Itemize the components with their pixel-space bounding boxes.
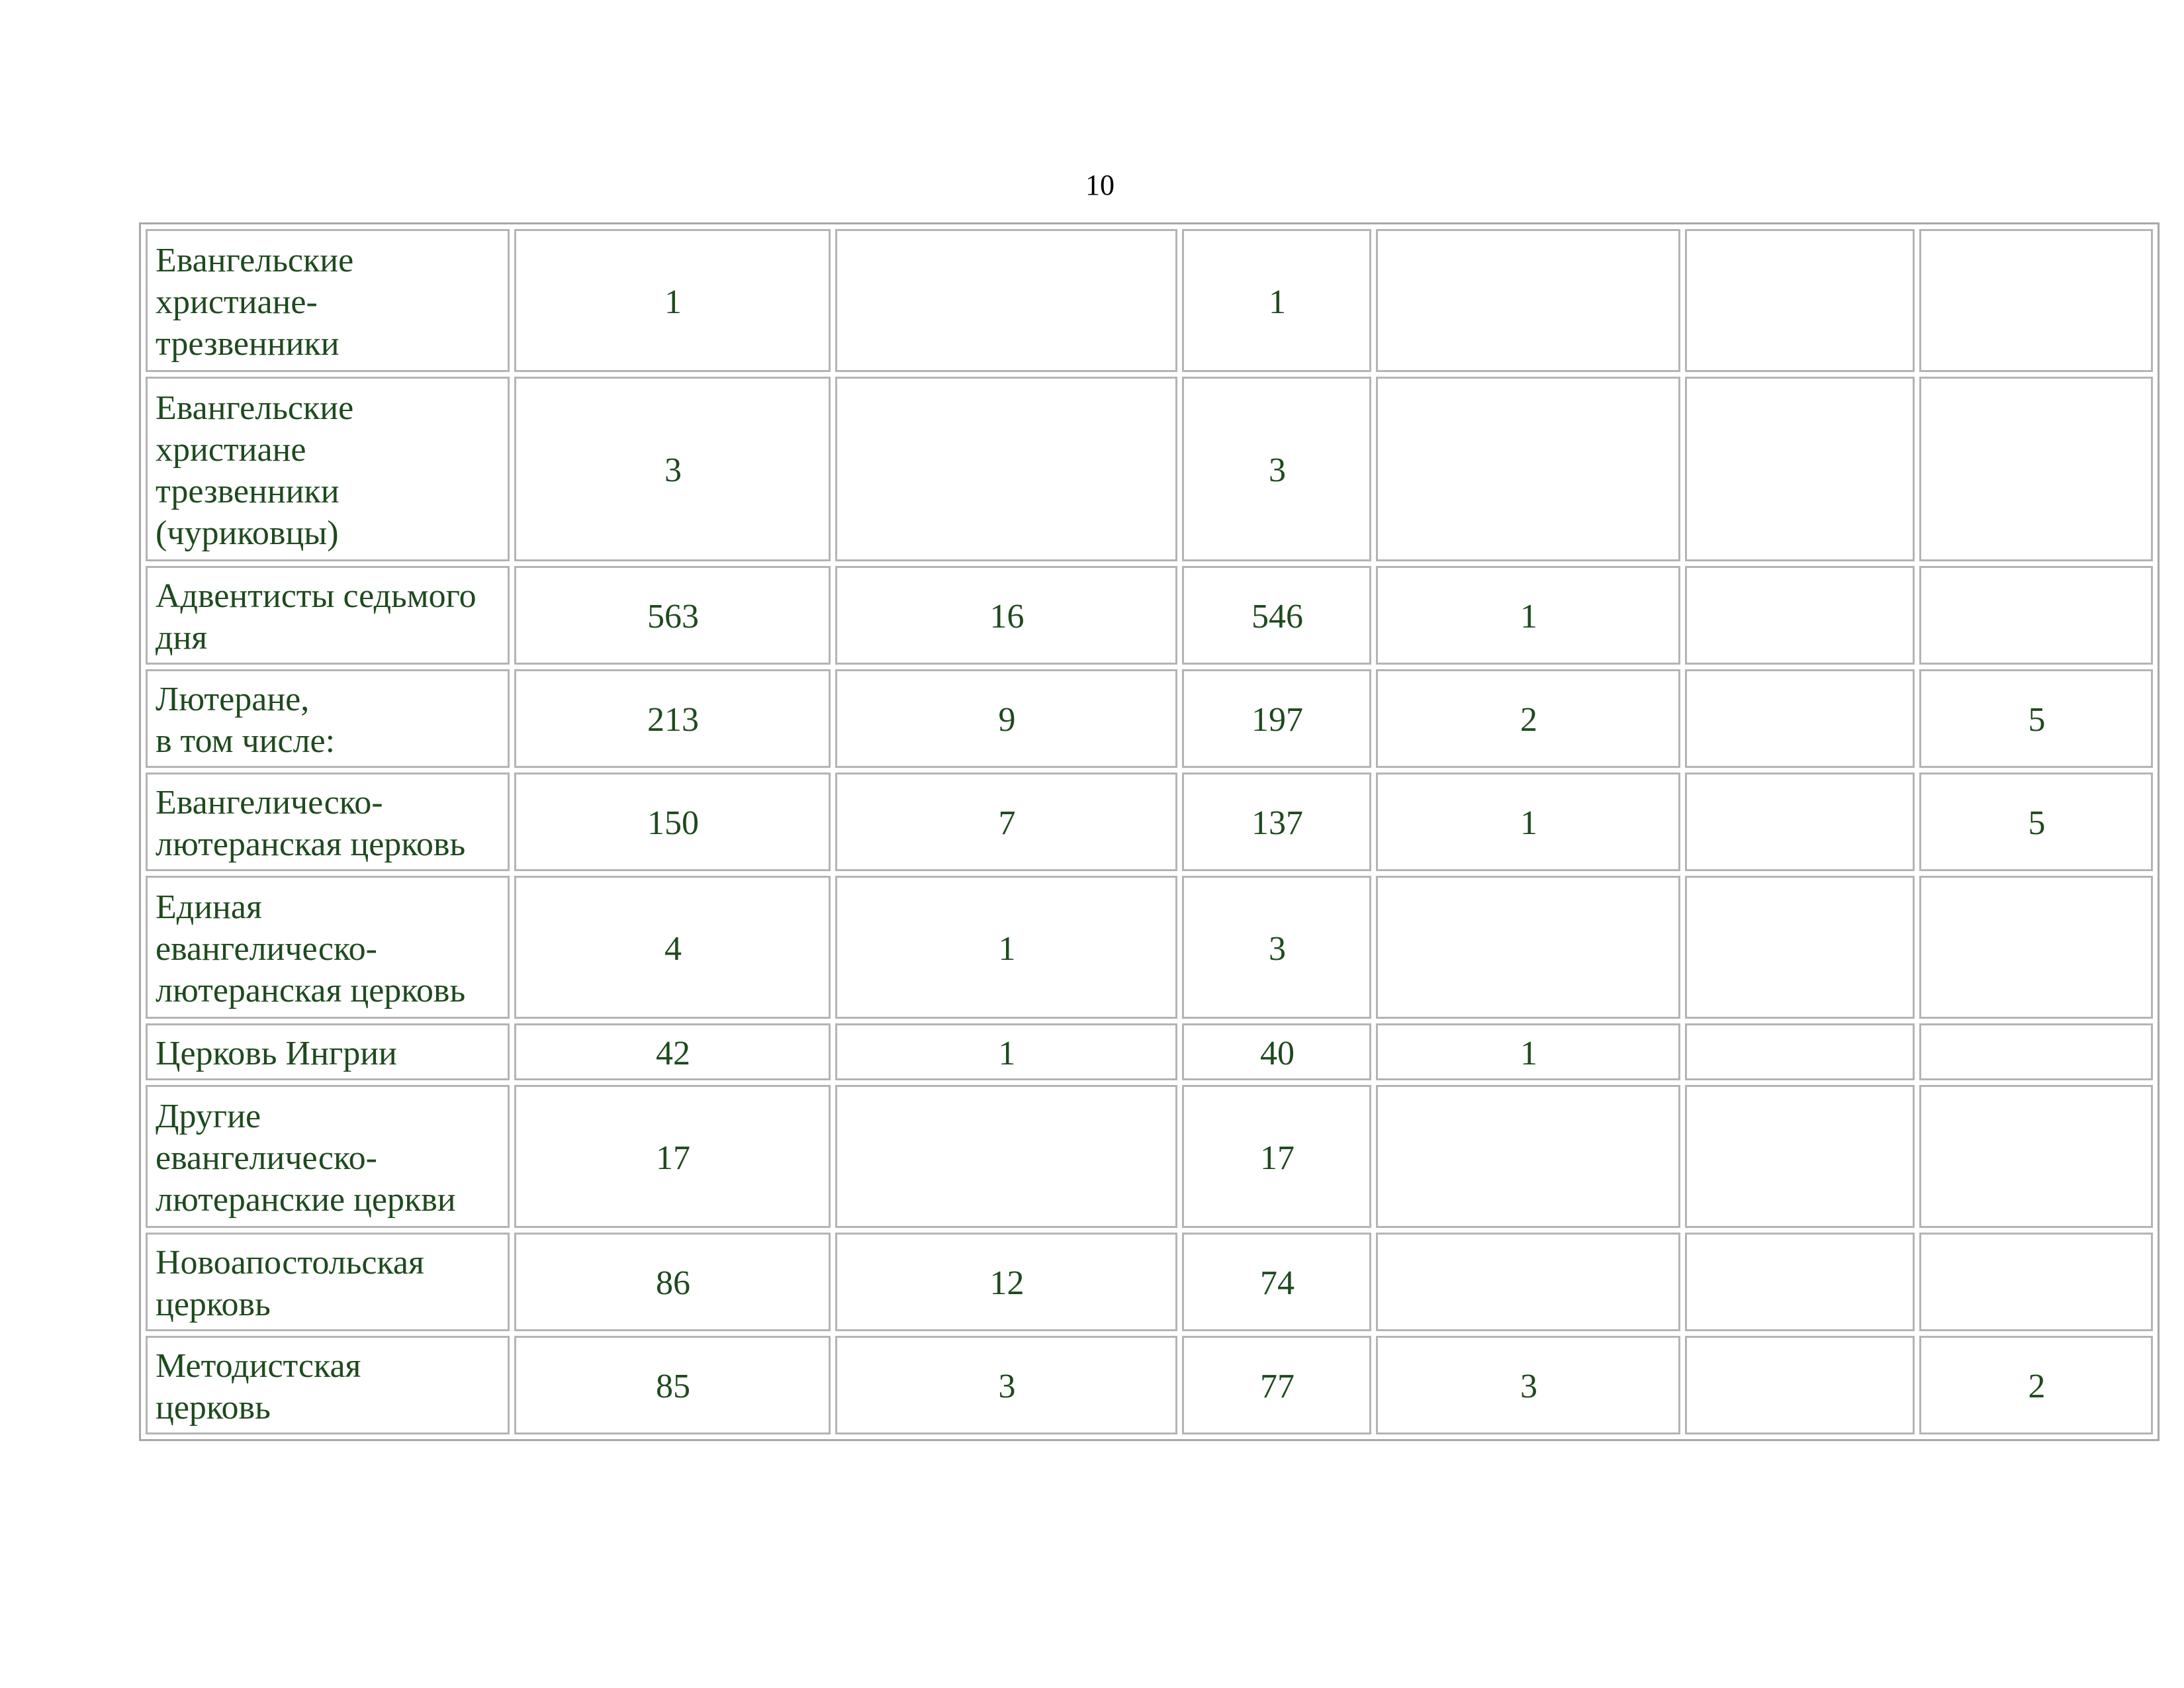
table-row: Евангельские христиане трезвенники (чури… [146,377,2153,561]
value-cell: 17 [514,1085,831,1228]
value-cell: 7 [835,773,1177,871]
value-cell [835,229,1177,372]
value-cell: 3 [1182,876,1371,1019]
value-cell: 137 [1182,773,1371,871]
value-cell [1685,566,1915,665]
value-cell: 150 [514,773,831,871]
value-cell: 4 [514,876,831,1019]
value-cell: 3 [514,377,831,561]
value-cell: 77 [1182,1336,1371,1434]
value-cell [1685,1085,1915,1228]
value-cell [1919,1233,2153,1331]
value-cell: 12 [835,1233,1177,1331]
value-cell: 1 [514,229,831,372]
organization-name: Единая евангелическо- лютеранская церков… [156,888,466,1009]
value-cell: 40 [1182,1023,1371,1080]
organization-name-cell: Церковь Ингрии [146,1023,510,1080]
value-cell: 1 [1376,566,1680,665]
organization-name-cell: Новоапостольская церковь [146,1233,510,1331]
value-cell: 3 [835,1336,1177,1434]
value-cell: 1 [835,876,1177,1019]
value-cell: 213 [514,669,831,768]
value-cell: 1 [1376,1023,1680,1080]
organization-name-cell: Методистская церковь [146,1336,510,1434]
value-cell: 2 [1919,1336,2153,1434]
value-cell [1376,876,1680,1019]
organization-name: Другие евангелическо- лютеранские церкви [156,1097,456,1219]
religious-organizations-table: Евангельские христиане- трезвенники 1 1 … [139,222,2160,1441]
organization-name-cell: Евангельские христиане трезвенники (чури… [146,377,510,561]
value-cell [1685,669,1915,768]
table-row: Новоапостольская церковь 86 12 74 [146,1233,2153,1331]
value-cell: 9 [835,669,1177,768]
organization-name: Методистская церковь [156,1346,361,1427]
value-cell [835,377,1177,561]
value-cell [1919,229,2153,372]
table-row: Евангельские христиане- трезвенники 1 1 [146,229,2153,372]
value-cell: 16 [835,566,1177,665]
value-cell [1376,1233,1680,1331]
organization-name-cell: Евангельские христиане- трезвенники [146,229,510,372]
value-cell: 1 [1182,229,1371,372]
organization-name: Лютеране, в том числе: [156,680,336,760]
value-cell: 546 [1182,566,1371,665]
value-cell [1685,1336,1915,1434]
organization-name: Евангелическо- лютеранская церковь [156,783,466,863]
value-cell: 5 [1919,773,2153,871]
value-cell: 42 [514,1023,831,1080]
value-cell: 5 [1919,669,2153,768]
table-row: Церковь Ингрии 42 1 40 1 [146,1023,2153,1080]
value-cell: 1 [1376,773,1680,871]
organization-name-cell: Единая евангелическо- лютеранская церков… [146,876,510,1019]
value-cell: 85 [514,1336,831,1434]
value-cell [1685,1023,1915,1080]
value-cell [1376,377,1680,561]
value-cell [1685,1233,1915,1331]
organization-name: Евангельские христиане- трезвенники [156,241,354,363]
table-row: Евангелическо- лютеранская церковь 150 7… [146,773,2153,871]
value-cell [1685,229,1915,372]
organization-name-cell: Адвентисты седьмого дня [146,566,510,665]
value-cell: 1 [835,1023,1177,1080]
page-number: 10 [1085,169,1115,201]
value-cell: 17 [1182,1085,1371,1228]
value-cell [1919,876,2153,1019]
table-row: Другие евангелическо- лютеранские церкви… [146,1085,2153,1228]
table-row: Методистская церковь 85 3 77 3 2 [146,1336,2153,1434]
value-cell [1919,1023,2153,1080]
organization-name-cell: Евангелическо- лютеранская церковь [146,773,510,871]
value-cell: 86 [514,1233,831,1331]
table-row: Адвентисты седьмого дня 563 16 546 1 [146,566,2153,665]
value-cell [1919,1085,2153,1228]
value-cell: 3 [1182,377,1371,561]
value-cell: 2 [1376,669,1680,768]
organization-name: Адвентисты седьмого дня [156,577,477,657]
organization-name-cell: Другие евангелическо- лютеранские церкви [146,1085,510,1228]
value-cell: 197 [1182,669,1371,768]
value-cell [1685,377,1915,561]
organization-name-cell: Лютеране, в том числе: [146,669,510,768]
value-cell [1685,773,1915,871]
organization-name: Новоапостольская церковь [156,1243,424,1323]
value-cell: 563 [514,566,831,665]
organization-name: Евангельские христиане трезвенники (чури… [156,389,354,552]
value-cell [1685,876,1915,1019]
table-row: Единая евангелическо- лютеранская церков… [146,876,2153,1019]
value-cell [1919,566,2153,665]
value-cell [835,1085,1177,1228]
value-cell [1376,1085,1680,1228]
value-cell: 74 [1182,1233,1371,1331]
value-cell [1376,229,1680,372]
organization-name: Церковь Ингрии [156,1034,397,1072]
value-cell [1919,377,2153,561]
table-row: Лютеране, в том числе: 213 9 197 2 5 [146,669,2153,768]
value-cell: 3 [1376,1336,1680,1434]
